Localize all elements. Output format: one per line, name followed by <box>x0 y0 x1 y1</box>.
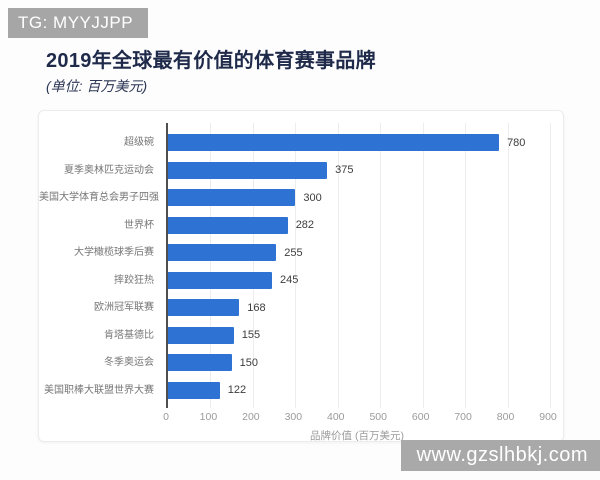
bar <box>168 161 328 179</box>
bar-value: 780 <box>507 136 526 149</box>
bar <box>168 354 232 372</box>
gridline <box>422 123 424 408</box>
telegram-watermark-badge: TG: MYYJJPP <box>8 8 148 38</box>
x-axis-ticks: 0 100 200 300 400 500 600 700 800 900 <box>163 411 557 424</box>
category-label: 美国大学体育总会男子四强 <box>39 192 159 203</box>
bar-row: 155 <box>168 322 550 350</box>
bar-value: 300 <box>303 191 322 204</box>
plot-area: 780 375 300 282 255 245 168 155 150 122 <box>166 123 551 408</box>
gridline <box>295 123 297 408</box>
x-tick: 300 <box>284 411 303 423</box>
category-labels-column: 超级碗夏季奥林匹克运动会美国大学体育总会男子四强世界杯大学橄榄球季后赛摔跤狂热欧… <box>39 129 160 404</box>
site-watermark-text: www.gzslhbkj.com <box>416 444 588 466</box>
bar-row: 168 <box>168 294 550 322</box>
x-tick: 800 <box>496 411 515 423</box>
x-tick: 0 <box>163 411 169 423</box>
gridline <box>507 123 509 408</box>
bar-value: 150 <box>239 356 259 369</box>
category-label: 摔跤狂热 <box>114 274 154 286</box>
bar-value: 282 <box>295 219 315 232</box>
x-tick: 200 <box>242 411 260 423</box>
category-label: 美国职棒大联盟世界大赛 <box>44 384 154 396</box>
gridline <box>465 123 467 408</box>
bar-chart-card: 超级碗夏季奥林匹克运动会美国大学体育总会男子四强世界杯大学橄榄球季后赛摔跤狂热欧… <box>38 110 564 442</box>
gridline <box>550 123 551 408</box>
category-label: 大学橄榄球季后赛 <box>74 247 154 258</box>
category-label: 世界杯 <box>124 219 154 231</box>
category-label: 肯塔基德比 <box>104 329 154 341</box>
gridline <box>380 123 382 408</box>
x-tick: 600 <box>411 411 430 423</box>
bar <box>168 381 220 399</box>
category-label: 欧洲冠军联赛 <box>94 302 154 313</box>
x-tick: 400 <box>327 411 345 423</box>
bar-row: 122 <box>168 377 550 405</box>
x-tick: 100 <box>199 411 218 423</box>
x-axis-label: 品牌价值 (百万美元) <box>310 430 404 442</box>
unit-subtitle: (单位: 百万美元) <box>46 78 148 94</box>
bar-value: 255 <box>284 246 303 259</box>
bar-row: 255 <box>168 239 550 267</box>
bar-row: 780 <box>168 129 550 157</box>
gridline <box>337 123 339 408</box>
bar-row: 300 <box>168 184 550 212</box>
bar-rows: 780 375 300 282 255 245 168 155 150 122 <box>168 129 550 404</box>
bar-value: 122 <box>227 384 247 397</box>
telegram-watermark-text: TG: MYYJJPP <box>18 13 134 32</box>
bar-value: 375 <box>335 164 354 177</box>
bar-row: 245 <box>168 267 550 295</box>
bar-row: 282 <box>168 212 550 240</box>
page-title: 2019年全球最有价值的体育赛事品牌 <box>46 50 376 72</box>
bar <box>168 299 240 317</box>
category-label: 夏季奥林匹克运动会 <box>64 164 154 176</box>
bar-value: 245 <box>279 274 299 287</box>
bar-row: 150 <box>168 349 550 377</box>
site-watermark-badge: www.gzslhbkj.com <box>400 440 600 471</box>
bar <box>168 216 288 234</box>
bar-value: 155 <box>241 329 261 342</box>
bar <box>168 326 234 344</box>
x-tick: 700 <box>454 411 472 423</box>
category-label: 超级碗 <box>124 137 154 148</box>
gridline <box>210 123 212 408</box>
x-tick: 500 <box>369 411 387 423</box>
bar <box>168 244 277 262</box>
gridline <box>252 123 254 408</box>
x-tick: 900 <box>539 411 557 423</box>
bar-value: 168 <box>247 301 266 314</box>
category-label: 冬季奥运会 <box>104 357 154 368</box>
bar <box>168 134 500 152</box>
bar <box>168 189 296 207</box>
bar <box>168 271 272 289</box>
bar-row: 375 <box>168 157 550 185</box>
